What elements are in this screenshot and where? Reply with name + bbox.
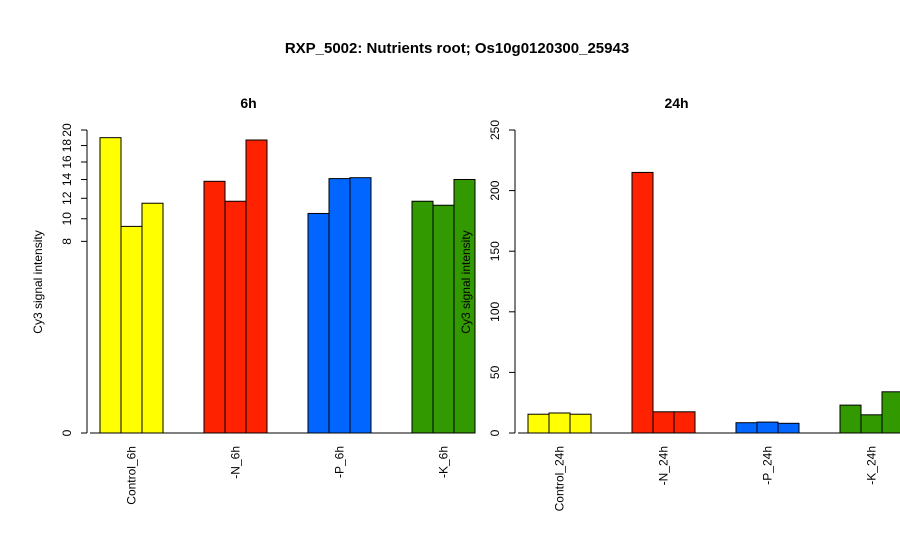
y-tick-label: 150 xyxy=(488,241,502,261)
bar xyxy=(432,204,455,434)
y-tick-label: 250 xyxy=(488,120,502,140)
x-category-label: -P_6h xyxy=(333,446,347,478)
bar xyxy=(453,178,476,434)
panel-title: 6h xyxy=(240,95,256,111)
x-category-label: -N_6h xyxy=(229,446,243,479)
y-tick-label: 0 xyxy=(60,429,74,436)
panel-24h: 24h 0 50 100 150 200 250 Cy3 signal intensity Co… xyxy=(459,95,900,511)
bar xyxy=(120,225,143,434)
x-category-label: -P_24h xyxy=(761,446,775,485)
y-tick-label: 14 xyxy=(60,172,74,186)
bar xyxy=(569,413,592,434)
bar xyxy=(881,391,900,434)
bar xyxy=(756,421,779,434)
bar xyxy=(527,413,550,434)
y-tick-label: 18 xyxy=(60,139,74,153)
x-category-label: Control_6h xyxy=(125,446,139,505)
y-axis-label: Cy3 signal intensity xyxy=(31,230,45,333)
y-axis-label: Cy3 signal intensity xyxy=(459,230,473,333)
y-tick-label: 50 xyxy=(488,365,502,379)
bar xyxy=(245,139,268,434)
bar xyxy=(735,422,758,434)
bar xyxy=(839,404,862,434)
panel-title: 24h xyxy=(664,95,688,111)
x-category-label: Control_24h xyxy=(553,446,567,511)
bar xyxy=(652,411,675,434)
y-tick-label: 100 xyxy=(488,301,502,321)
bar xyxy=(141,202,164,434)
bar xyxy=(777,422,800,434)
y-tick-label: 10 xyxy=(60,212,74,226)
panel-6h: 6h 0 8 10 12 14 16 18 20 Cy3 signal intensity Cont… xyxy=(31,95,476,505)
x-category-label: -K_6h xyxy=(437,446,451,478)
x-category-label: -N_24h xyxy=(657,446,671,485)
bar xyxy=(548,412,571,434)
bar xyxy=(860,414,883,434)
y-tick-label: 8 xyxy=(60,238,74,245)
x-category-label: -K_24h xyxy=(865,446,879,485)
y-tick-label: 12 xyxy=(60,191,74,205)
bar xyxy=(411,200,434,434)
chart-title: RXP_5002: Nutrients root; Os10g0120300_2… xyxy=(285,40,629,57)
bar xyxy=(349,177,372,434)
bar xyxy=(673,411,696,434)
bar xyxy=(307,212,330,434)
bar xyxy=(328,178,351,434)
bar xyxy=(203,180,226,434)
y-tick-label: 200 xyxy=(488,180,502,200)
bar xyxy=(224,200,247,434)
y-tick-label: 20 xyxy=(60,123,74,137)
y-tick-label: 0 xyxy=(488,429,502,436)
bar xyxy=(631,171,654,434)
y-tick-label: 16 xyxy=(60,155,74,169)
bar xyxy=(99,137,122,434)
